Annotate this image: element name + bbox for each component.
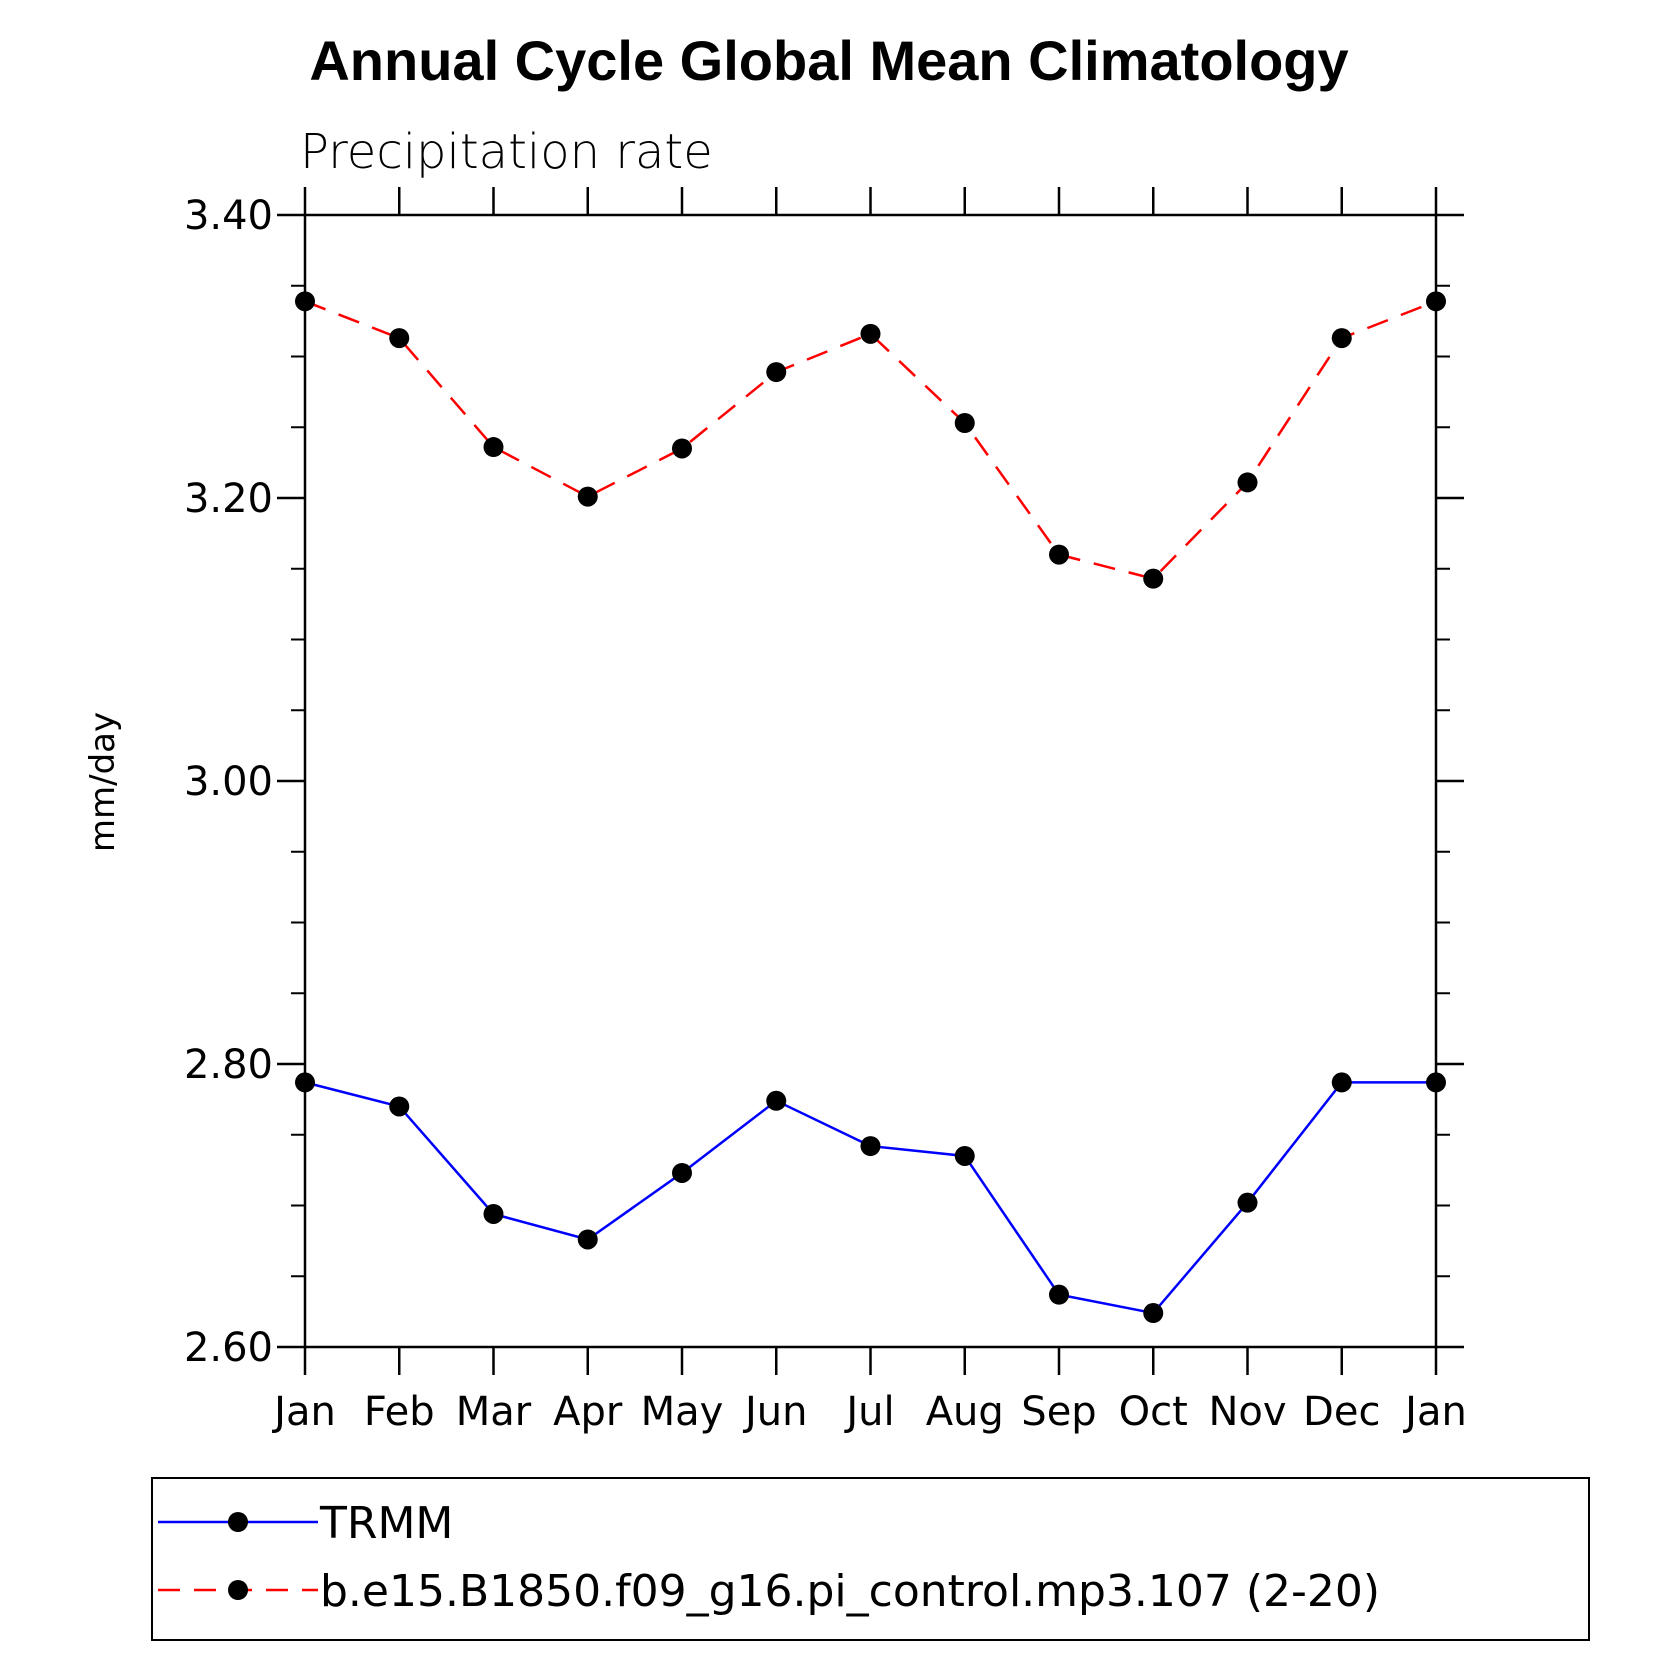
x-tick-label: May bbox=[641, 1389, 724, 1435]
data-point bbox=[1331, 328, 1352, 349]
data-point bbox=[1237, 1192, 1258, 1213]
x-tick-label: Aug bbox=[926, 1389, 1004, 1435]
data-point bbox=[389, 1096, 410, 1117]
data-point bbox=[672, 438, 692, 459]
data-point bbox=[577, 486, 598, 507]
legend-marker bbox=[228, 1580, 248, 1600]
data-point bbox=[766, 362, 787, 383]
data-point bbox=[1426, 291, 1446, 312]
legend-marker bbox=[228, 1512, 248, 1532]
legend: TRMM b.e15.B1850.f09_g16.pi_control.mp3.1… bbox=[158, 1498, 1380, 1617]
data-point bbox=[483, 1203, 504, 1224]
x-tick-label: Jul bbox=[843, 1389, 894, 1435]
legend-box bbox=[151, 1477, 1590, 1641]
data-point bbox=[295, 291, 315, 312]
x-tick-label: Jun bbox=[742, 1389, 808, 1435]
data-point bbox=[577, 1229, 598, 1250]
data-point bbox=[1331, 1072, 1352, 1093]
y-axis-label: mm/day bbox=[83, 712, 123, 852]
x-tick-label: Feb bbox=[364, 1389, 435, 1435]
data-point bbox=[860, 323, 881, 344]
data-point bbox=[483, 437, 504, 458]
series-line-0 bbox=[304, 1081, 1436, 1315]
data-point bbox=[1143, 568, 1164, 589]
data-point bbox=[954, 1145, 975, 1166]
chart-subtitle: Precipitation rate bbox=[300, 124, 713, 180]
data-point bbox=[295, 1072, 315, 1093]
x-tick-label: Nov bbox=[1208, 1389, 1286, 1435]
x-tick-label: Mar bbox=[456, 1389, 532, 1435]
data-point bbox=[1143, 1303, 1164, 1324]
x-tick-label: Oct bbox=[1119, 1389, 1188, 1435]
data-point bbox=[1049, 544, 1069, 565]
data-point bbox=[954, 413, 975, 434]
data-point bbox=[766, 1090, 787, 1111]
legend-label: TRMM bbox=[319, 1498, 453, 1549]
x-tick-label: Jan bbox=[271, 1389, 336, 1435]
x-tick-label: Apr bbox=[553, 1389, 623, 1435]
chart-title: Annual Cycle Global Mean Climatology bbox=[309, 29, 1348, 92]
data-point bbox=[860, 1136, 881, 1157]
y-tick-label: 3.40 bbox=[184, 193, 273, 239]
data-point bbox=[1237, 472, 1258, 493]
legend-label: b.e15.B1850.f09_g16.pi_control.mp3.107 (… bbox=[320, 1566, 1380, 1617]
x-tick-label: Sep bbox=[1021, 1389, 1096, 1435]
y-tick-label: 3.20 bbox=[184, 476, 273, 522]
x-tick-label: Dec bbox=[1303, 1389, 1380, 1435]
y-tick-label: 2.80 bbox=[184, 1042, 273, 1088]
data-point bbox=[1049, 1284, 1069, 1305]
axes: Jan Feb Mar Apr May Jun Jul Aug Sep Oct Nov Dec Jan 2… bbox=[184, 187, 1467, 1435]
y-tick-label: 3.00 bbox=[184, 759, 273, 805]
data-point bbox=[389, 328, 410, 349]
y-tick-label: 2.60 bbox=[184, 1325, 273, 1371]
series-layer bbox=[295, 291, 1446, 1324]
data-point bbox=[672, 1162, 692, 1183]
data-point bbox=[1426, 1072, 1446, 1093]
x-tick-label: Jan bbox=[1402, 1389, 1467, 1435]
